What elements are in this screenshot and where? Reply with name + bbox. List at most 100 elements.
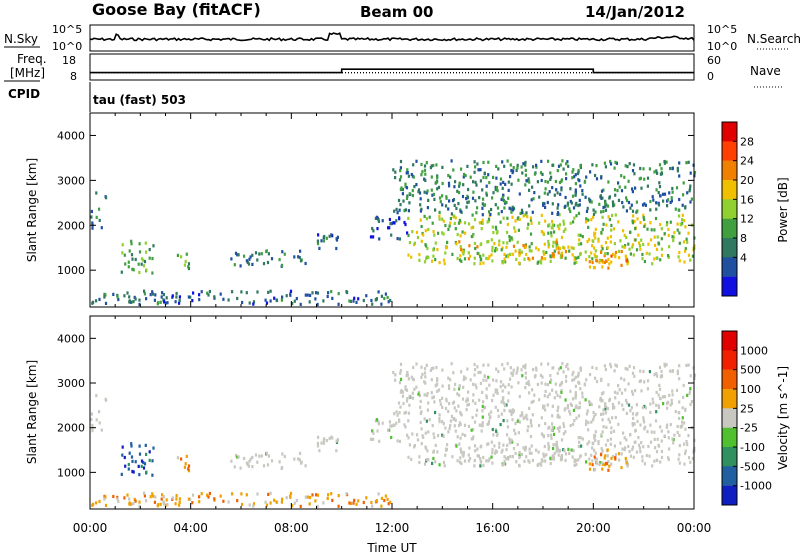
power-cell [476,206,479,210]
velocity-cell [642,418,645,422]
power-cell [485,256,488,261]
power-cell [564,250,568,254]
power-cell [521,171,524,175]
power-cell [392,168,395,172]
velocity-cell [512,372,515,376]
power-cell [505,245,508,249]
velocity-cell [458,442,461,446]
velocity-cell [575,462,578,467]
velocity-cell [187,467,190,471]
power-cell [550,234,553,238]
power-cell [636,209,639,213]
velocity-cell [518,451,521,455]
power-cell [163,300,166,304]
velocity-cell [532,367,535,372]
power-cell [399,159,403,164]
power-cell [553,230,556,234]
power-cell [612,227,616,231]
velocity-cell [112,494,115,499]
velocity-cell [528,447,531,451]
power-cell [606,252,609,256]
velocity-cell [183,465,186,469]
power-cell [530,198,533,202]
velocity-cell [348,501,351,505]
power-cell [152,292,155,296]
velocity-cell [488,383,491,387]
power-cell [419,218,422,222]
power-cell [559,246,562,250]
velocity-cell [528,383,531,387]
power-cell [520,250,523,254]
power-cell [525,179,528,183]
power-cell [564,195,567,200]
power-cell [579,233,582,237]
power-cell [609,159,612,164]
power-cell [574,193,577,197]
velocity-cell [563,448,566,453]
velocity-cell [625,398,628,403]
power-cell [599,194,602,198]
velocity-cell [613,444,616,448]
power-cell [495,176,498,180]
velocity-cell [537,450,540,454]
noise-right-tick-bottom: 10^0 [707,40,737,53]
velocity-cell [289,495,292,499]
velocity-cell [420,427,423,431]
velocity-cell [467,402,470,407]
velocity-cell [233,465,236,469]
velocity-cell [278,460,281,464]
power-cell [407,233,410,237]
power-cell [584,220,588,224]
velocity-cell [441,368,444,372]
velocity-cell [671,369,674,373]
power-cell [542,250,545,254]
power-cell [682,193,685,197]
velocity-cell [243,456,246,461]
velocity-cell [673,433,676,437]
velocity-cell [476,365,479,369]
velocity-cell [423,462,427,466]
power-cell [573,256,576,260]
power-cell [260,252,263,256]
velocity-cell [625,461,628,465]
power-cell [588,255,591,259]
velocity-y-tick-label: 3000 [57,377,85,390]
velocity-cell [634,440,637,444]
power-cell [522,244,525,248]
power-cell [275,298,278,302]
velocity-cell [594,430,597,434]
power-cell [415,230,419,234]
power-cell [498,243,501,247]
velocity-cell [337,494,340,498]
velocity-cell [608,420,611,424]
velocity-cell [387,428,390,432]
velocity-cell [498,445,501,449]
power-cell [314,297,317,301]
power-cell [412,163,415,167]
velocity-cell [149,495,152,499]
power-cell [591,244,594,248]
power-cell [162,298,165,302]
power-cell [591,163,594,167]
power-cell [657,242,661,246]
power-cell [432,163,435,168]
power-cell [659,258,662,262]
cpid-label: CPID [8,87,40,101]
velocity-cell [130,455,134,459]
power-cell [621,201,624,205]
power-cell [417,188,421,192]
velocity-cell [410,375,413,379]
velocity-cell [596,461,599,465]
power-cell [441,165,444,169]
velocity-cell [683,421,686,425]
velocity-cell [487,375,490,379]
velocity-cell [618,458,621,462]
power-cell [584,195,587,199]
velocity-cell [636,419,639,423]
power-cell [543,242,546,246]
power-cell [555,188,558,192]
velocity-cell [564,430,567,434]
power-cell [620,263,623,267]
power-cell [506,222,509,227]
velocity-cell [683,462,686,466]
